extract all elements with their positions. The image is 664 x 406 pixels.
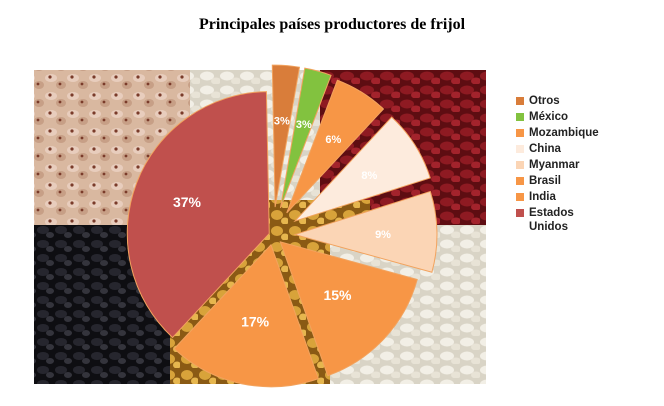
legend-item: Myanmar	[516, 158, 656, 172]
legend-swatch	[516, 209, 524, 217]
pie-label-mozambique: 6%	[325, 134, 341, 146]
legend-swatch	[516, 193, 524, 201]
legend-swatch	[516, 129, 524, 137]
pie-label-china: 8%	[361, 170, 377, 182]
pie-slice-otros	[271, 64, 301, 208]
pie-slice-china	[293, 116, 431, 223]
legend-item: Otros	[516, 94, 656, 108]
legend-item: Mozambique	[516, 126, 656, 140]
pie-slice-myanmar	[293, 190, 438, 273]
pie-label-otros: 3%	[274, 115, 290, 127]
legend-label: Myanmar	[529, 159, 580, 171]
legend-item: China	[516, 142, 656, 156]
pie-label-india: 17%	[241, 313, 270, 329]
legend-label: Otros	[529, 95, 560, 107]
pie-label-myanmar: 9%	[375, 229, 391, 241]
chart-title: Principales países productores de frijol	[198, 16, 466, 33]
legend-label: Brasil	[529, 175, 561, 187]
legend-label: México	[529, 111, 568, 123]
legend-label: China	[529, 143, 561, 155]
pie-label-brasil: 15%	[323, 287, 352, 303]
pie-label-méxico: 3%	[296, 119, 312, 131]
legend-item: India	[516, 190, 656, 204]
legend-swatch	[516, 145, 524, 153]
pie-slice-brasil	[279, 241, 418, 377]
legend-label: Estados Unidos	[529, 207, 574, 233]
legend-item: Brasil	[516, 174, 656, 188]
legend-label: India	[529, 191, 556, 203]
pie-slice-méxico	[279, 67, 332, 209]
legend-swatch	[516, 177, 524, 185]
pie-slice-india	[173, 243, 320, 388]
chart-legend: Otros México Mozambique China Myanmar Brasil I…	[516, 94, 656, 236]
legend-swatch	[516, 97, 524, 105]
pie-slice-mozambique	[286, 79, 385, 214]
legend-item: Estados Unidos	[516, 206, 656, 234]
legend-swatch	[516, 161, 524, 169]
pie-label-estados-unidos: 37%	[173, 194, 202, 210]
pie-data-labels: 3% 3% 6% 8% 9% 15% 17% 37%	[173, 115, 391, 329]
pie-slices	[126, 64, 438, 388]
legend-label: Mozambique	[529, 127, 599, 139]
legend-item: México	[516, 110, 656, 124]
pie-slice-estados-unidos	[126, 91, 270, 339]
legend-swatch	[516, 113, 524, 121]
